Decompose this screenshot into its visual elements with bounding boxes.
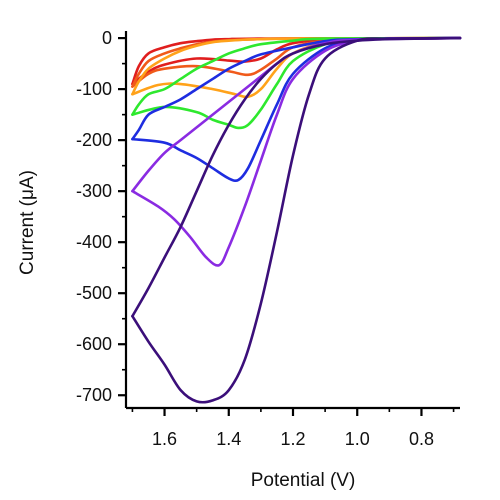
y-tick-label: -700 [76, 385, 112, 405]
y-tick-label: -200 [76, 130, 112, 150]
x-tick-label: 1.4 [216, 429, 241, 449]
y-tick-label: -300 [76, 181, 112, 201]
series-1-forward-scan [132, 38, 460, 402]
y-tick-label: -600 [76, 334, 112, 354]
plot-area [132, 38, 460, 402]
x-tick-label: 0.8 [409, 429, 434, 449]
y-tick-label: -500 [76, 283, 112, 303]
x-tick-label: 1.0 [345, 429, 370, 449]
y-tick-label: 0 [102, 28, 112, 48]
series-1 [132, 38, 460, 402]
x-tick-label: 1.2 [280, 429, 305, 449]
y-tick-label: -400 [76, 232, 112, 252]
x-axis-title: Potential (V) [251, 470, 356, 491]
y-tick-label: -100 [76, 79, 112, 99]
y-axis-title: Current (μA) [17, 170, 38, 275]
x-tick-label: 1.6 [152, 429, 177, 449]
y-axis: 0 -100 -200 -300 -400 -500 -600 -700 [76, 28, 126, 408]
x-axis: 1.6 1.4 1.2 1.0 0.8 [126, 408, 460, 449]
